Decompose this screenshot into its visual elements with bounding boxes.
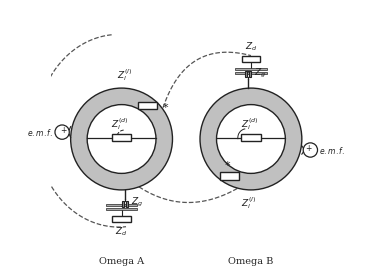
Text: $e.m.f.$: $e.m.f.$ [319,145,345,155]
Circle shape [71,88,172,190]
Text: $Z_l^{(d)}$: $Z_l^{(d)}$ [112,116,129,131]
Bar [126,201,128,207]
Bar [112,216,131,222]
Bar [106,204,137,206]
Text: $Z_d$: $Z_d$ [245,40,257,53]
Bar [106,208,137,210]
Bar [241,134,261,141]
Text: $Z_g$: $Z_g$ [131,196,143,209]
Bar [220,172,239,180]
Text: *: * [225,162,231,172]
Text: $Z_d$: $Z_d$ [115,225,128,238]
Bar [235,72,267,74]
Text: $Z_g$: $Z_g$ [254,67,266,80]
Bar [112,134,132,141]
Text: $Z_l^{(l)}$: $Z_l^{(l)}$ [240,195,256,211]
Text: $Z_l^{(d)}$: $Z_l^{(d)}$ [241,116,258,131]
Text: +: + [305,144,312,153]
Bar [138,102,157,109]
Text: Omega A: Omega A [99,257,144,266]
Bar [122,201,124,207]
Circle shape [87,105,156,173]
Bar [249,71,251,77]
Circle shape [303,143,318,157]
Circle shape [200,88,302,190]
Circle shape [217,105,285,173]
Circle shape [55,125,69,139]
Text: $e.m.f.$: $e.m.f.$ [27,126,54,138]
Text: *: * [163,103,169,113]
Bar [235,68,267,70]
Bar [242,56,260,62]
Text: +: + [60,126,67,135]
Text: $Z_l^{(l)}$: $Z_l^{(l)}$ [117,68,132,83]
Bar [245,71,247,77]
Text: Omega B: Omega B [228,257,274,266]
